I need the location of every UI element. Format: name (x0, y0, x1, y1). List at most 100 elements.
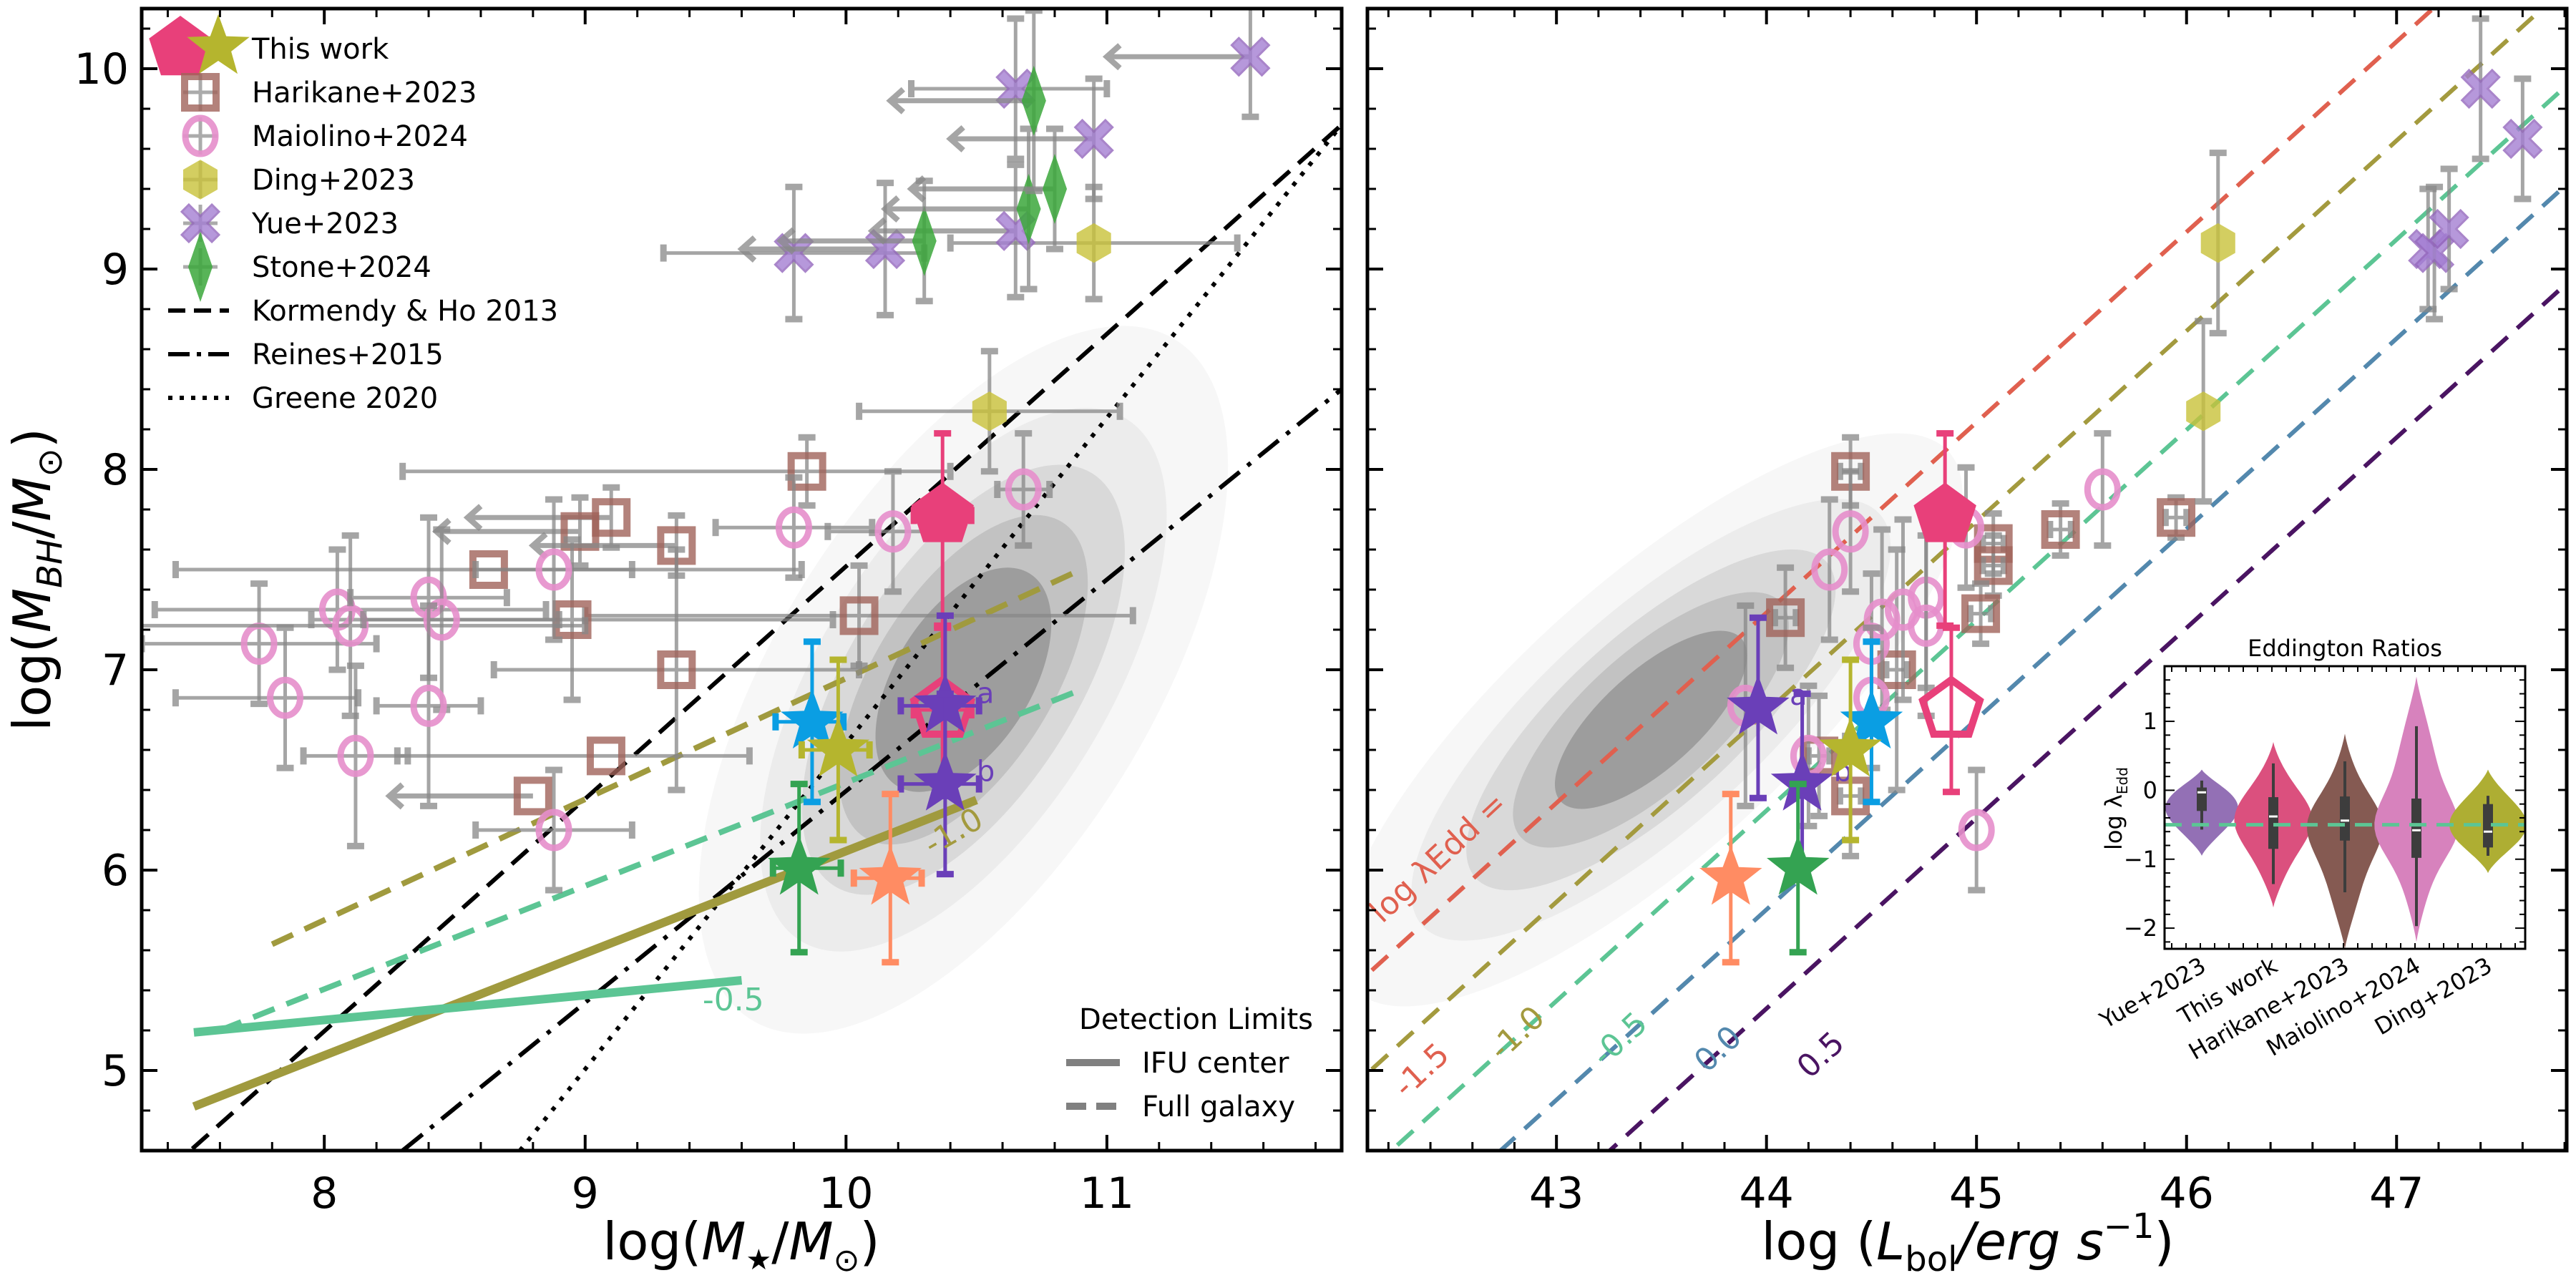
eddington-line-label: -1.5 (1387, 1036, 1457, 1105)
legend-pentagon-icon (149, 16, 212, 76)
series-stone-2024 (776, 9, 1068, 305)
data-point (1819, 717, 1882, 777)
legend: This work Harikane+2023 Maiolino+2024 Ding+… (149, 14, 558, 415)
full-galaxy-label: Full galaxy (1142, 1091, 1295, 1123)
data-point (2157, 498, 2196, 537)
data-point (1076, 223, 1111, 263)
error-bar (172, 624, 362, 771)
error-bar (2162, 494, 2190, 541)
left-y-axis-title: log(MBH/M⊙) (2, 428, 70, 731)
detection-limits-legend: Detection Limits IFU center Full galaxy (1066, 1003, 1313, 1123)
error-bar (2046, 500, 2074, 559)
detection-limit-line (192, 796, 978, 1111)
data-point (1073, 118, 1114, 160)
legend-label: Stone+2024 (252, 251, 431, 284)
x-tick-label: 44 (1740, 1169, 1794, 1219)
eddington-line-label: 0.0 (1687, 1019, 1749, 1080)
violin-yue-2023 (2165, 769, 2238, 856)
x-tick-label: 47 (2369, 1169, 2424, 1219)
eddington-line-neg0p5 (1387, 82, 2567, 1151)
right-ticks: 43 44 45 46 47 (1367, 9, 2567, 1219)
data-point (775, 506, 812, 549)
data-point (1913, 482, 1976, 542)
violin-iqr-box (2411, 798, 2421, 858)
series-ding-2023 (856, 183, 1241, 475)
data-point (1863, 598, 1901, 641)
error-bar (1771, 564, 1800, 671)
series-yue-2023 (2408, 15, 2543, 323)
inset-title: Eddington Ratios (2248, 635, 2442, 662)
x-tick-label: 9 (572, 1169, 599, 1219)
legend-errorbar-icon (183, 117, 218, 155)
data-point (859, 845, 922, 905)
right-contour-level-5 (1554, 630, 1747, 809)
series-harikane-2023 (172, 434, 1136, 816)
detection-legend-title: Detection Limits (1079, 1003, 1313, 1036)
data-point (1005, 468, 1042, 511)
eddington-line-label: -0.5 (1585, 1005, 1655, 1073)
x-tick-label: 43 (1529, 1169, 1584, 1219)
error-bar (1102, 9, 1259, 120)
data-point (1766, 598, 1805, 638)
legend-item-kormendy-ho-2013: Kormendy & Ho 2013 (168, 295, 558, 328)
data-point (657, 650, 696, 689)
series-ding-2023 (2186, 150, 2235, 505)
legend-marker-icon (182, 114, 219, 157)
error-bar (300, 662, 411, 849)
upper-limit-arrowhead (385, 782, 405, 810)
data-point (1042, 153, 1068, 225)
error-bar (1968, 766, 1986, 894)
eddington-line-label: -1.0 (1482, 999, 1552, 1068)
detection-limit-label-neg05: -0.5 (703, 982, 764, 1018)
error-bar (776, 177, 933, 305)
upper-limit-arrowhead (463, 504, 483, 532)
data-point (1832, 510, 1869, 553)
x-tick-label: 8 (311, 1169, 338, 1219)
legend-marker-icon (180, 203, 221, 244)
upper-limit-arrowhead (881, 195, 900, 223)
data-point (535, 809, 572, 852)
legend-label: Ding+2023 (252, 164, 415, 197)
legend-label: Greene 2020 (252, 382, 438, 415)
legend-label: Harikane+2023 (252, 77, 477, 109)
data-point (586, 736, 625, 776)
y-tick-label: 9 (102, 245, 129, 295)
upper-limit-arrowhead (886, 87, 905, 114)
y-tick-label: 10 (74, 44, 129, 94)
left-ticks: 8 9 10 11 5 6 7 8 9 10 (74, 9, 1342, 1219)
violin-iqr-box (2483, 804, 2493, 848)
legend-item-this-work: This work (149, 14, 389, 76)
left-contour-level-5 (875, 567, 1052, 792)
error-bar (1966, 580, 1995, 648)
data-point (2041, 510, 2080, 549)
error-bar (2094, 430, 2112, 549)
legend-item-ding-2023: Ding+2023 (183, 160, 415, 200)
x-tick-label: 46 (2160, 1169, 2214, 1219)
detection-limit-line (218, 687, 1082, 1033)
point-label-a: a (977, 677, 995, 710)
data-point (1699, 845, 1762, 905)
right-data-points: ab (1699, 15, 2543, 966)
data-point (768, 835, 831, 895)
data-point (874, 510, 912, 553)
data-point (1840, 688, 1903, 748)
x-tick-label: 10 (819, 1169, 873, 1219)
error-bar (1820, 496, 1838, 643)
eddington-line-neg1p0 (1367, 9, 2546, 1076)
inset-y-tick-label: 0 (2143, 776, 2157, 804)
data-point (513, 776, 552, 816)
ifu-center-label: IFU center (1142, 1047, 1289, 1080)
upper-limit-arrowhead (1102, 43, 1122, 71)
data-point (2186, 391, 2221, 431)
legend-marker-icon (181, 73, 220, 112)
legend-label: Reines+2015 (252, 338, 444, 371)
y-tick-label: 6 (102, 846, 129, 896)
series-maiolino-2024 (1727, 430, 2121, 894)
data-point (1727, 675, 1790, 735)
y-tick-label: 8 (102, 445, 129, 495)
x-tick-label: 11 (1080, 1169, 1134, 1219)
data-point (423, 598, 460, 641)
series-this-work: ab (1699, 430, 1984, 966)
legend-star-icon (187, 14, 250, 74)
